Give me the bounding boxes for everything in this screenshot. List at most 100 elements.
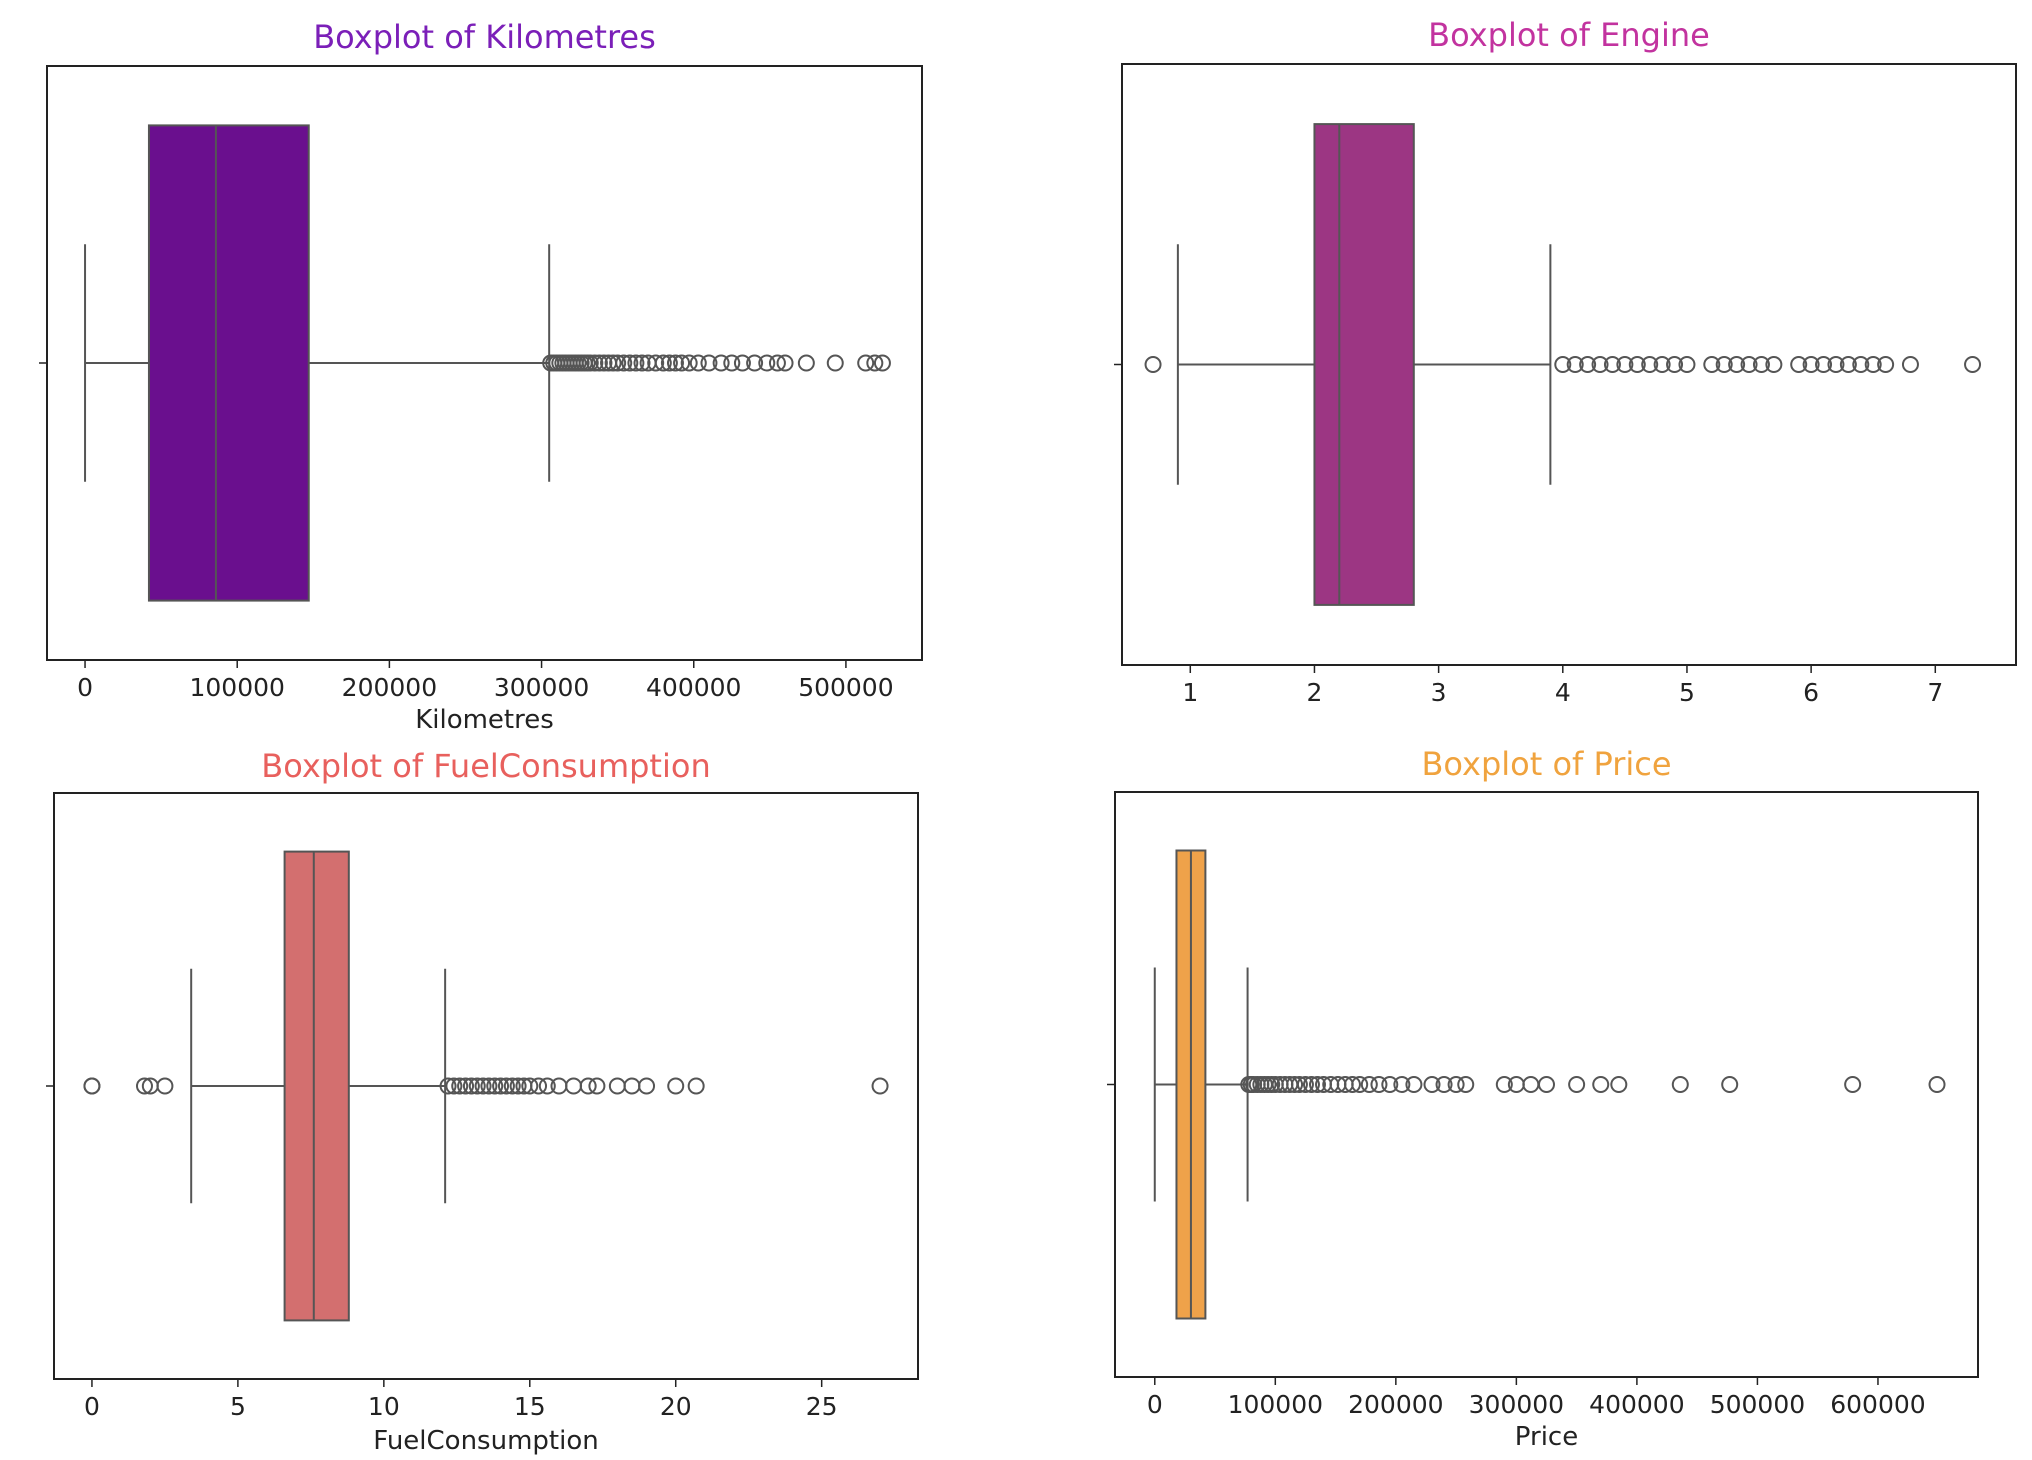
outlier-point — [586, 354, 604, 372]
x-tick-label: 4 — [1555, 678, 1571, 707]
outlier-point — [530, 1077, 548, 1095]
outlier-point — [538, 1077, 556, 1095]
x-axis-label: Price — [1515, 1422, 1578, 1452]
outlier-point — [673, 354, 691, 372]
x-tick-label: 15 — [514, 1392, 546, 1421]
outlier-point — [1728, 356, 1746, 373]
outlier-point — [1302, 1076, 1320, 1093]
outlier-point — [1423, 1076, 1441, 1093]
outlier-point — [595, 354, 613, 372]
outlier-point — [615, 354, 633, 372]
outlier-point — [1964, 356, 1982, 373]
outlier-point — [746, 354, 764, 372]
outlier-point — [156, 1077, 174, 1095]
outlier-point — [83, 1077, 101, 1095]
outlier-point — [1877, 356, 1895, 373]
outlier-point — [486, 1077, 504, 1095]
outlier-point — [666, 354, 684, 372]
x-tick-label: 400000 — [646, 673, 741, 702]
outlier-point — [1928, 1076, 1946, 1093]
outlier-point — [1568, 1076, 1586, 1093]
outlier-point — [1435, 1076, 1453, 1093]
outlier-point — [1286, 1076, 1304, 1093]
outlier-point — [873, 354, 891, 372]
outlier-point — [462, 1077, 480, 1095]
outlier-point — [1381, 1076, 1399, 1093]
outlier-point — [654, 354, 672, 372]
x-tick-label: 200000 — [1348, 1390, 1443, 1419]
iqr-box — [1313, 123, 1415, 606]
outlier-point — [680, 354, 698, 372]
x-tick-label: 3 — [1431, 678, 1447, 707]
outlier-point — [1740, 356, 1758, 373]
outlier-point — [1752, 356, 1770, 373]
outlier-point — [1351, 1076, 1369, 1093]
boxplot-panel-2: Boxplot of Engine 1 2 3 4 5 6 7 — [1114, 16, 2017, 707]
x-tick-label: 500000 — [798, 673, 893, 702]
outlier-point — [660, 354, 678, 372]
outlier-point — [492, 1077, 510, 1095]
panel-title: Boxplot of FuelConsumption — [261, 747, 710, 785]
outlier-point — [1765, 356, 1783, 373]
outlier-point — [1678, 356, 1696, 373]
outlier-point — [474, 1077, 492, 1095]
outlier-point — [1370, 1076, 1388, 1093]
x-tick-label: 400000 — [1589, 1390, 1684, 1419]
outlier-point — [457, 1077, 475, 1095]
outlier-point — [509, 1077, 527, 1095]
outlier-point — [871, 1077, 889, 1095]
outlier-point — [1290, 1076, 1308, 1093]
outlier-point — [497, 1077, 515, 1095]
outlier-point — [700, 354, 718, 372]
outlier-point — [439, 1077, 457, 1095]
outlier-point — [687, 1077, 705, 1095]
outlier-point — [604, 354, 622, 372]
outlier-point — [1715, 356, 1733, 373]
outlier-point — [521, 1077, 539, 1095]
outlier-point — [1666, 356, 1684, 373]
outlier-point — [1457, 1076, 1475, 1093]
outlier-point — [550, 1077, 568, 1095]
outlier-point — [1405, 1076, 1423, 1093]
outlier-point — [1827, 356, 1845, 373]
outlier-point — [689, 354, 707, 372]
x-tick-label: 300000 — [1469, 1390, 1564, 1419]
x-tick-label: 0 — [84, 1392, 100, 1421]
x-tick-label: 5 — [1679, 678, 1695, 707]
x-tick-label: 600000 — [1830, 1390, 1925, 1419]
outlier-point — [1591, 356, 1609, 373]
outlier-point — [1815, 356, 1833, 373]
panel-title: Boxplot of Kilometres — [313, 18, 656, 56]
outlier-point — [826, 354, 844, 372]
x-tick-label: 100000 — [189, 673, 284, 702]
outlier-point — [647, 354, 665, 372]
x-tick-label: 100000 — [1228, 1390, 1323, 1419]
outlier-point — [633, 354, 651, 372]
outlier-point — [627, 354, 645, 372]
outlier-point — [1296, 1076, 1314, 1093]
outlier-point — [1628, 356, 1646, 373]
outlier-point — [503, 1077, 521, 1095]
outlier-point — [565, 1077, 583, 1095]
outlier-point — [1554, 356, 1572, 373]
boxplot-panel-3: Boxplot of FuelConsumption 0 5 10 15 20 25 Fuel… — [46, 747, 919, 1456]
outlier-point — [1641, 356, 1659, 373]
outlier-point — [768, 354, 786, 372]
outlier-point — [1852, 356, 1870, 373]
outlier-point — [1308, 1076, 1326, 1093]
x-tick-label: 0 — [1147, 1390, 1163, 1419]
outlier-point — [1721, 1076, 1739, 1093]
outlier-point — [623, 1077, 641, 1095]
outlier-point — [1703, 356, 1721, 373]
outlier-point — [135, 1077, 153, 1095]
outlier-point — [581, 354, 599, 372]
x-tick-label: 0 — [77, 673, 93, 702]
outlier-point — [588, 1077, 606, 1095]
outlier-point — [1653, 356, 1671, 373]
outlier-point — [1343, 1076, 1361, 1093]
outlier-point — [621, 354, 639, 372]
outlier-point — [1790, 356, 1808, 373]
outlier-point — [638, 1077, 656, 1095]
outlier-point — [866, 354, 884, 372]
